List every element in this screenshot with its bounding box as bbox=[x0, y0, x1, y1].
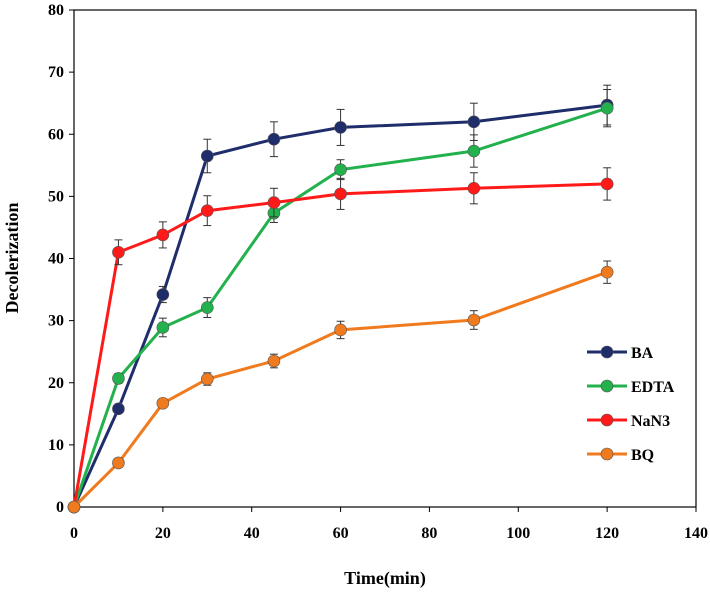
y-tick-label: 80 bbox=[48, 2, 64, 19]
x-axis-ticks: 0 20 40 60 80 100 120 140 bbox=[70, 507, 708, 542]
series-edta bbox=[67, 89, 614, 514]
y-tick-label: 70 bbox=[48, 64, 64, 81]
data-point-nan3 bbox=[112, 245, 125, 259]
data-point-ba bbox=[112, 402, 125, 416]
legend-marker-bq bbox=[600, 447, 614, 461]
data-point-edta bbox=[334, 163, 347, 176]
data-point-ba bbox=[156, 288, 170, 301]
y-axis-ticks: 0 10 20 30 40 50 60 70 80 bbox=[48, 2, 74, 516]
data-point-bq bbox=[267, 354, 281, 368]
data-point-nan3 bbox=[600, 177, 614, 191]
data-point-nan3 bbox=[156, 228, 170, 242]
data-point-ba bbox=[267, 132, 281, 146]
series-line-bq bbox=[72, 270, 608, 509]
y-axis-title: Decolerization bbox=[2, 203, 22, 314]
series-nan3 bbox=[67, 167, 614, 514]
x-axis-title: Time(min) bbox=[344, 568, 426, 589]
series-line-edta bbox=[72, 106, 608, 508]
data-point-ba bbox=[200, 149, 214, 163]
data-point-nan3 bbox=[334, 187, 347, 201]
legend-label-edta: EDTA bbox=[631, 379, 675, 396]
data-point-bq bbox=[334, 323, 347, 337]
y-tick-label: 0 bbox=[56, 499, 64, 516]
legend-label-nan3: NaN3 bbox=[631, 413, 670, 430]
data-point-nan3 bbox=[200, 204, 214, 217]
data-point-nan3 bbox=[467, 181, 481, 195]
data-point-edta bbox=[600, 101, 614, 115]
data-point-edta bbox=[156, 321, 170, 334]
x-tick-label: 60 bbox=[333, 525, 349, 542]
data-point-bq bbox=[200, 372, 214, 386]
data-point-bq bbox=[600, 265, 614, 279]
data-point-ba bbox=[334, 121, 347, 134]
data-point-bq bbox=[467, 313, 481, 327]
series-layer bbox=[67, 84, 614, 514]
y-tick-label: 10 bbox=[48, 437, 64, 454]
x-tick-label: 0 bbox=[70, 525, 78, 542]
series-line-ba bbox=[72, 103, 608, 508]
y-tick-label: 50 bbox=[48, 188, 64, 205]
data-point-bq bbox=[67, 500, 81, 514]
y-tick-label: 30 bbox=[48, 313, 64, 330]
data-point-edta bbox=[467, 144, 481, 158]
data-point-bq bbox=[156, 396, 170, 410]
x-tick-label: 140 bbox=[684, 525, 708, 542]
x-tick-label: 120 bbox=[595, 525, 619, 542]
x-tick-label: 80 bbox=[421, 525, 437, 542]
data-point-edta bbox=[112, 372, 125, 385]
y-tick-label: 20 bbox=[48, 375, 64, 392]
data-point-ba bbox=[467, 115, 481, 129]
data-point-bq bbox=[112, 456, 125, 470]
legend-marker-nan3 bbox=[600, 413, 614, 427]
plot-frame bbox=[73, 9, 697, 508]
legend-label-bq: BQ bbox=[631, 447, 654, 464]
data-point-nan3 bbox=[267, 196, 281, 209]
series-line-nan3 bbox=[72, 182, 608, 508]
y-tick-label: 40 bbox=[48, 251, 64, 268]
x-tick-label: 40 bbox=[244, 525, 260, 542]
legend: BA EDTA NaN3 BQ bbox=[587, 345, 675, 464]
legend-marker-edta bbox=[600, 379, 614, 393]
y-tick-label: 60 bbox=[48, 126, 64, 143]
x-tick-label: 20 bbox=[155, 525, 171, 542]
legend-marker-ba bbox=[600, 345, 614, 359]
data-point-edta bbox=[200, 301, 214, 314]
legend-label-ba: BA bbox=[631, 345, 654, 362]
x-tick-label: 100 bbox=[506, 525, 530, 542]
series-bq bbox=[67, 260, 614, 514]
